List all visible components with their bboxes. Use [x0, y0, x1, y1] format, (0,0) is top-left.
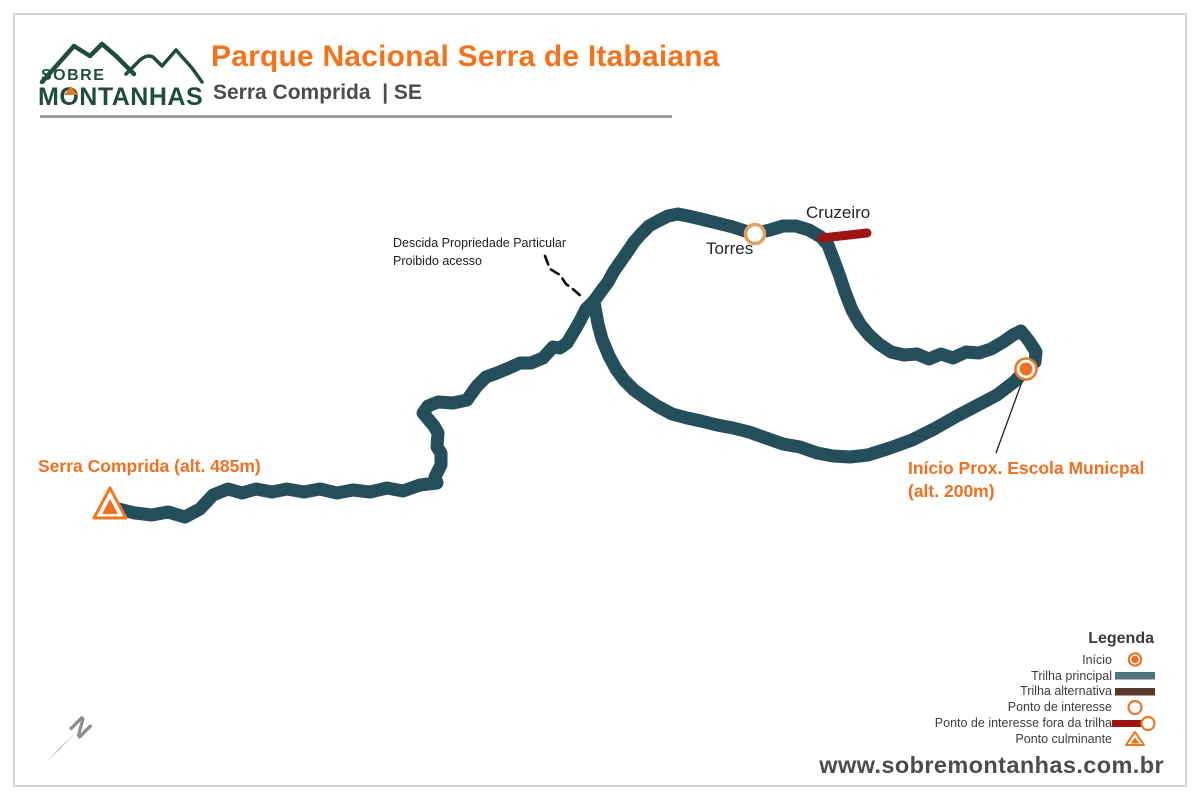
logo-word-sobre: SOBRE	[41, 67, 106, 84]
trailhead-label: Início Prox. Escola Municpal (alt. 200m)	[908, 457, 1144, 503]
legend-item-poi-fora-da-trilha: Ponto de interesse fora da trilha	[858, 715, 1158, 731]
forbidden-descent-dashed-line	[543, 254, 584, 299]
summit-icon	[1112, 730, 1158, 747]
legend-label: Trilha principal	[1031, 668, 1112, 683]
forbidden-descent-annotation: Descida Propriedade Particular Proibido …	[393, 234, 566, 270]
legend-title: Legenda	[1088, 630, 1154, 647]
legend-item-trilha-alternativa: Trilha alternativa	[858, 684, 1158, 700]
legend-item-inicio: Início	[858, 652, 1158, 668]
trailhead-label-line2: (alt. 200m)	[908, 481, 995, 501]
forbidden-descent-line2: Proibido acesso	[393, 254, 482, 268]
start-marker-core	[1019, 362, 1033, 376]
page-title: Parque Nacional Serra de Itabaiana	[211, 40, 720, 73]
sobre-montanhas-logo: SOBRE MONTANHAS	[38, 30, 213, 115]
main-trail-segment-west	[111, 294, 601, 524]
north-compass-icon: N	[46, 710, 98, 762]
main-trail-icon	[1112, 668, 1158, 683]
main-trail-segment-south-diagonal	[587, 295, 1033, 464]
poster-border-frame	[13, 13, 1187, 787]
logo-orange-peak-icon	[64, 86, 78, 95]
legend-label: Ponto de interesse fora da trilha	[934, 716, 1112, 731]
legend-item-trilha-principal: Trilha principal	[858, 668, 1158, 684]
website-url: www.sobremontanhas.com.br	[819, 752, 1164, 778]
legend-label: Ponto culminante	[1015, 731, 1112, 746]
trailhead-label-line1: Início Prox. Escola Municpal	[908, 458, 1145, 478]
legend-item-ponto-de-interesse: Ponto de interesse	[858, 699, 1158, 715]
header-divider	[40, 115, 672, 118]
cruzeiro-label: Cruzeiro	[806, 203, 871, 222]
main-trail-segment-north-loop	[587, 207, 1043, 375]
poi-icon	[1112, 699, 1158, 716]
legend-label: Ponto de interesse	[1007, 700, 1112, 715]
start-marker-icon	[1112, 652, 1158, 668]
legend-item-ponto-culminante: Ponto culminante	[858, 731, 1158, 747]
legend-label: Início	[1082, 652, 1112, 667]
poi-off-trail-icon	[1112, 715, 1158, 732]
summit-label: Serra Comprida (alt. 485m)	[38, 456, 261, 476]
torres-poi-marker	[743, 222, 767, 246]
cruzeiro-off-trail-line	[817, 228, 872, 243]
torres-label: Torres	[706, 239, 754, 258]
mountain-ridge-icon	[39, 41, 204, 85]
summit-marker-core	[102, 499, 118, 514]
start-label-pointer-line	[995, 378, 1024, 454]
page-subtitle: Serra Comprida | SE	[213, 81, 422, 104]
alt-trail-icon-label: Trilha alternativa	[1020, 684, 1112, 699]
forbidden-descent-line1: Descida Propriedade Particular	[393, 236, 567, 250]
legend: Legenda Início Trilha principal Trilha a…	[858, 630, 1158, 747]
alt-trail-icon	[1112, 684, 1158, 699]
